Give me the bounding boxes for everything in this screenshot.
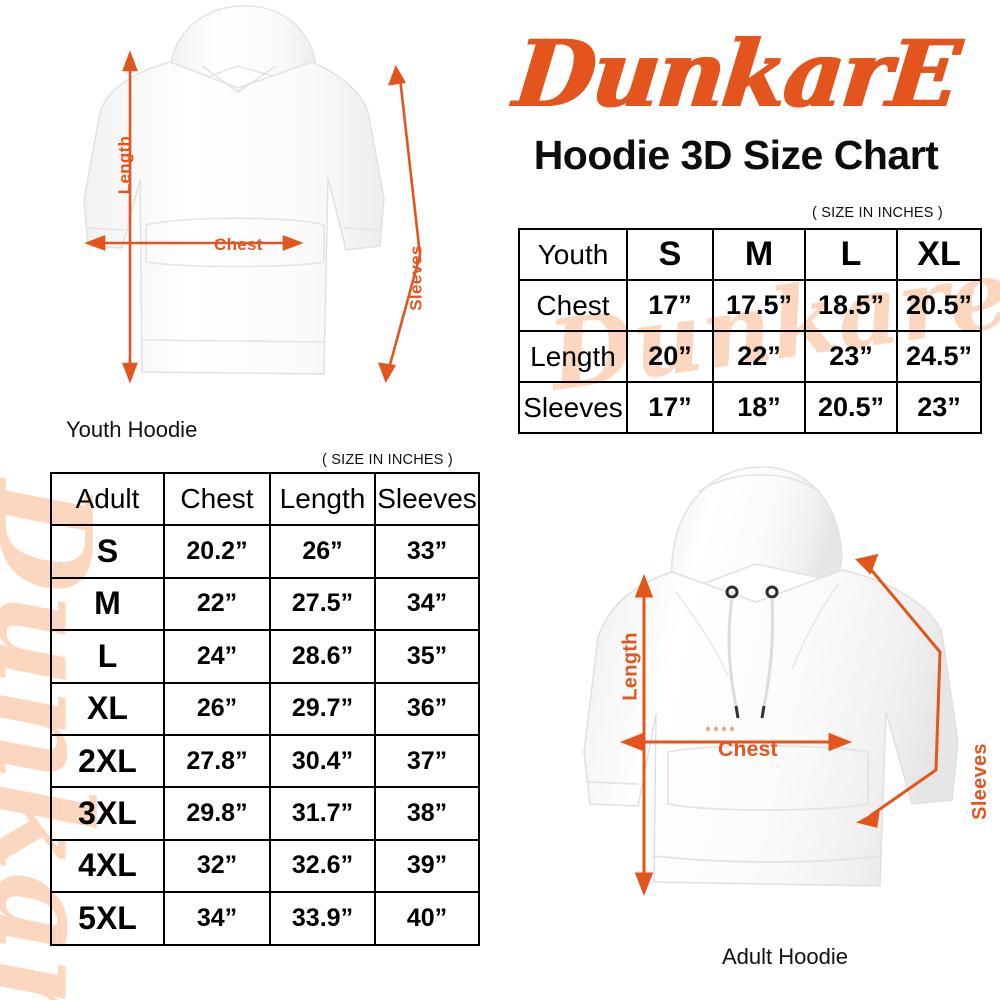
- adult-5xl-chest: 34”: [163, 891, 271, 946]
- adult-size-l: L: [50, 629, 165, 684]
- youth-sleeves-s: 17”: [626, 381, 714, 434]
- adult-length-dimension-label: Length: [619, 632, 642, 701]
- adult-3xl-sleeves: 38”: [374, 786, 480, 841]
- youth-col-m: M: [712, 228, 806, 281]
- adult-hoodie-illustration: [580, 452, 980, 942]
- youth-length-xl: 24.5”: [896, 330, 982, 383]
- youth-corner-label: Youth: [518, 228, 628, 281]
- adult-hoodie-caption: Adult Hoodie: [722, 944, 848, 969]
- table-row: Length 20” 22” 23” 24.5”: [518, 330, 982, 383]
- adult-size-m: M: [50, 576, 165, 632]
- adult-2xl-length: 30.4”: [269, 733, 376, 789]
- table-row: XL 26” 29.7” 36”: [50, 681, 480, 736]
- youth-col-l: L: [804, 228, 898, 281]
- adult-4xl-length: 32.6”: [269, 838, 376, 894]
- adult-xl-chest: 26”: [163, 681, 271, 736]
- adult-units-note: ( SIZE IN INCHES ): [322, 452, 453, 468]
- table-row: L 24” 28.6” 35”: [50, 629, 480, 684]
- youth-length-l: 23”: [804, 330, 898, 383]
- adult-m-sleeves: 34”: [374, 576, 480, 632]
- youth-row-label-length: Length: [518, 330, 628, 383]
- youth-size-table: Youth S M L XL Chest 17” 17.5” 18.5” 20.…: [518, 228, 982, 434]
- adult-4xl-sleeves: 39”: [374, 838, 480, 894]
- adult-5xl-length: 33.9”: [269, 891, 376, 946]
- adult-size-s: S: [50, 524, 165, 579]
- adult-s-sleeves: 33”: [374, 524, 480, 579]
- youth-sleeves-m: 18”: [712, 381, 806, 434]
- adult-s-chest: 20.2”: [163, 524, 271, 579]
- adult-m-length: 27.5”: [269, 576, 376, 632]
- youth-row-label-chest: Chest: [518, 279, 628, 332]
- youth-hoodie-caption: Youth Hoodie: [66, 417, 198, 442]
- table-row: 4XL 32” 32.6” 39”: [50, 838, 480, 894]
- table-row: 5XL 34” 33.9” 40”: [50, 891, 480, 946]
- youth-chest-l: 18.5”: [804, 279, 898, 332]
- adult-col-chest: Chest: [163, 471, 271, 527]
- adult-col-length: Length: [269, 471, 376, 527]
- adult-xl-length: 29.7”: [269, 681, 376, 736]
- table-row: 2XL 27.8” 30.4” 37”: [50, 733, 480, 789]
- table-row: 3XL 29.8” 31.7” 38”: [50, 786, 480, 841]
- table-row: Sleeves 17” 18” 20.5” 23”: [518, 381, 982, 434]
- youth-length-m: 22”: [712, 330, 806, 383]
- adult-m-chest: 22”: [163, 576, 271, 632]
- adult-5xl-sleeves: 40”: [374, 891, 480, 946]
- youth-sleeves-l: 20.5”: [804, 381, 898, 434]
- table-row: Chest 17” 17.5” 18.5” 20.5”: [518, 279, 982, 332]
- adult-3xl-chest: 29.8”: [163, 786, 271, 841]
- youth-sleeves-xl: 23”: [896, 381, 982, 434]
- adult-size-5xl: 5XL: [50, 891, 165, 946]
- adult-sleeves-dimension-label: Sleeves: [968, 743, 991, 820]
- adult-size-4xl: 4XL: [50, 838, 165, 894]
- adult-l-sleeves: 35”: [374, 629, 480, 684]
- youth-units-note: ( SIZE IN INCHES ): [812, 205, 943, 221]
- youth-chest-dimension-label: Chest: [214, 235, 263, 254]
- youth-hoodie-illustration: [62, 0, 462, 420]
- adult-s-length: 26”: [269, 524, 376, 579]
- table-row-header: Youth S M L XL: [518, 228, 982, 281]
- adult-col-sleeves: Sleeves: [374, 471, 480, 527]
- youth-length-s: 20”: [626, 330, 714, 383]
- youth-chest-s: 17”: [626, 279, 714, 332]
- youth-chest-xl: 20.5”: [896, 279, 982, 332]
- adult-l-length: 28.6”: [269, 629, 376, 684]
- youth-col-xl: XL: [896, 228, 982, 281]
- adult-l-chest: 24”: [163, 629, 271, 684]
- adult-size-3xl: 3XL: [50, 786, 165, 841]
- adult-xl-sleeves: 36”: [374, 681, 480, 736]
- adult-3xl-length: 31.7”: [269, 786, 376, 841]
- adult-4xl-chest: 32”: [163, 838, 271, 894]
- adult-2xl-chest: 27.8”: [163, 733, 271, 789]
- page-title: Hoodie 3D Size Chart: [533, 132, 939, 178]
- adult-size-xl: XL: [50, 681, 165, 736]
- brand-logo-wordmark: DunkarE: [509, 20, 963, 128]
- table-row-header: Adult Chest Length Sleeves: [50, 471, 480, 527]
- table-row: M 22” 27.5” 34”: [50, 576, 480, 632]
- youth-col-s: S: [626, 228, 714, 281]
- youth-row-label-sleeves: Sleeves: [518, 381, 628, 434]
- youth-length-dimension-label: Length: [115, 135, 135, 195]
- table-row: S 20.2” 26” 33”: [50, 524, 480, 579]
- youth-sleeves-dimension-label: Sleeves: [406, 245, 426, 311]
- adult-corner-label: Adult: [50, 471, 165, 527]
- adult-size-table: Adult Chest Length Sleeves S 20.2” 26” 3…: [50, 471, 480, 946]
- adult-size-2xl: 2XL: [50, 733, 165, 789]
- youth-chest-m: 17.5”: [712, 279, 806, 332]
- adult-chest-dimension-label: Chest: [718, 738, 778, 761]
- adult-2xl-sleeves: 37”: [374, 733, 480, 789]
